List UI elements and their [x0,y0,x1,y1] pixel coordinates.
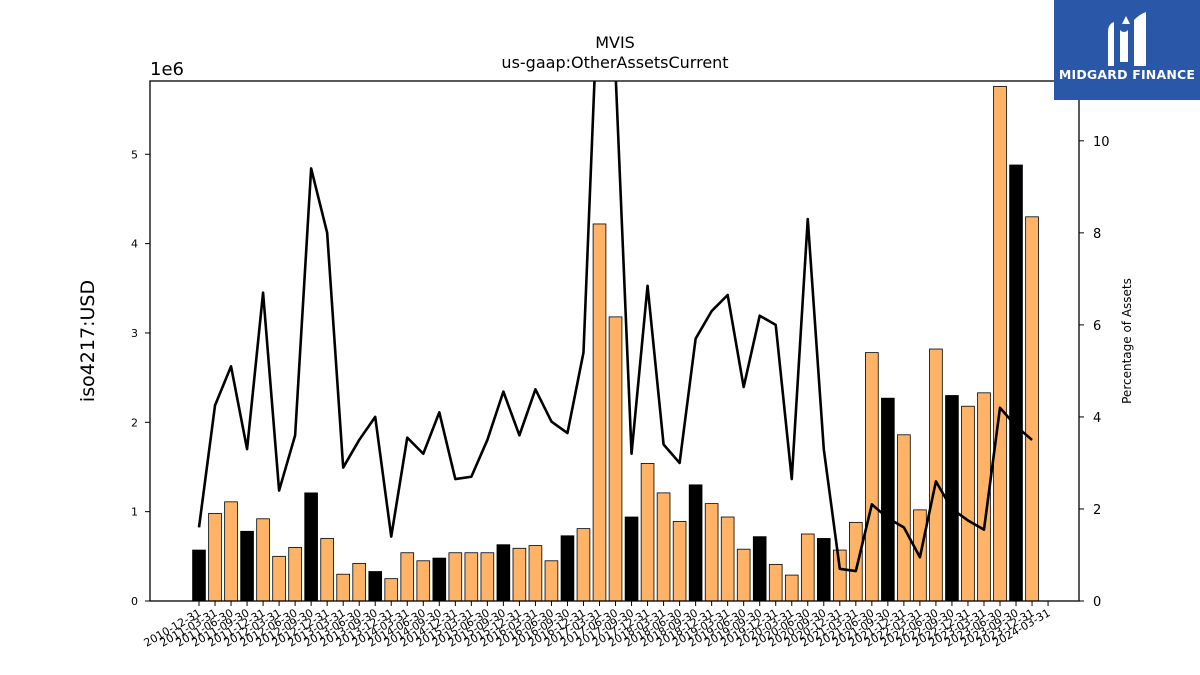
bar [993,85,1007,602]
y2-tick-label: 6 [1093,319,1101,334]
bar [448,552,463,602]
bar [1009,164,1023,602]
bar [432,557,447,602]
bar [833,549,847,602]
y-axis-label: iso4217:USD [77,280,99,402]
chart-subtitle: us-gaap:OtherAssetsCurrent [501,53,728,72]
bar [416,560,431,602]
bar [528,545,543,602]
bar [608,316,623,602]
bar [768,563,783,602]
bar [368,571,383,602]
logo-text: MIDGARD FINANCE [1058,67,1196,82]
bar [640,463,655,602]
bar [320,538,334,602]
y-tick-label: 5 [131,148,138,161]
bar [961,405,975,602]
bar [544,560,559,602]
y2-tick-label: 10 [1093,135,1110,150]
bar [688,484,703,602]
bar [560,535,575,602]
bar [400,552,415,602]
bar [512,547,527,602]
bar [865,352,879,602]
y-tick-label: 2 [131,416,138,429]
pct-of-assets-line [197,81,1033,573]
y-tick-label: 1 [131,506,138,519]
y-tick-label: 3 [131,327,138,340]
bar [464,552,479,602]
bar [256,518,270,602]
bar [736,548,751,602]
bar [897,434,911,602]
y2-tick-label: 4 [1093,411,1101,426]
y-scale-label: 1e6 [150,59,184,80]
y2-tick-label: 2 [1093,503,1101,518]
bar [352,563,366,602]
bar [784,574,799,602]
bar [720,516,735,602]
y-tick-label: 4 [131,238,138,251]
bar [752,536,767,602]
y2-tick-label: 0 [1093,595,1101,610]
bar [592,223,607,602]
y-tick-label: 0 [131,595,138,608]
bar [224,501,238,602]
bar [192,549,206,602]
bar [816,538,831,602]
bar [576,528,591,602]
bar [496,544,511,602]
bar [672,521,687,602]
brand-logo: MIDGARD FINANCE [1054,0,1200,100]
bar [384,578,399,602]
bar [704,503,719,602]
logo-mark-icon [1108,12,1146,66]
bar [945,395,959,602]
bar [624,516,639,602]
bar [849,521,863,602]
bar [336,573,350,602]
bar [240,530,254,602]
bar [208,513,222,602]
bar [800,533,815,602]
bar [929,348,943,602]
bar [656,492,671,602]
bar [480,552,495,602]
bar [1025,216,1039,602]
chart-title: MVIS [595,33,635,52]
plot-frame [149,80,1080,602]
bar [288,546,302,602]
y2-axis-label: Percentage of Assets [1120,278,1134,404]
bar [881,397,895,602]
bar [272,555,286,602]
y2-tick-label: 8 [1093,227,1101,242]
bar [304,492,318,602]
